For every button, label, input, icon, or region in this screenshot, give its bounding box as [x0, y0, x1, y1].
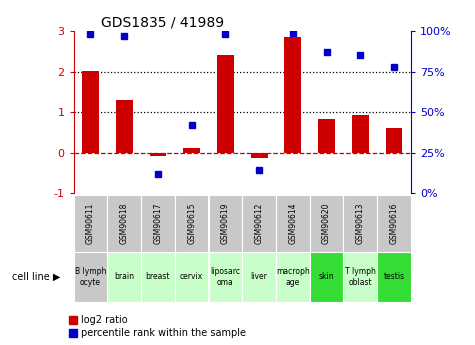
Bar — [175, 195, 209, 252]
Text: GSM90615: GSM90615 — [187, 203, 196, 244]
Bar — [74, 252, 107, 302]
Bar — [386, 128, 402, 152]
Bar — [343, 252, 377, 302]
Bar — [352, 115, 369, 152]
Text: breast: breast — [146, 272, 170, 282]
Text: cell line ▶: cell line ▶ — [12, 272, 60, 282]
Bar — [217, 55, 234, 152]
Bar — [242, 195, 276, 252]
Text: cervix: cervix — [180, 272, 203, 282]
Bar — [285, 37, 301, 152]
Bar — [209, 252, 242, 302]
Bar — [74, 195, 107, 252]
Text: GSM90620: GSM90620 — [322, 203, 331, 244]
Text: skin: skin — [319, 272, 334, 282]
Text: GSM90613: GSM90613 — [356, 203, 365, 244]
Text: testis: testis — [383, 272, 405, 282]
Text: liver: liver — [251, 272, 267, 282]
Legend: log2 ratio, percentile rank within the sample: log2 ratio, percentile rank within the s… — [69, 315, 246, 338]
Bar — [116, 100, 133, 152]
Bar — [276, 252, 310, 302]
Text: macroph
age: macroph age — [276, 267, 310, 287]
Bar — [377, 195, 411, 252]
Bar — [318, 119, 335, 152]
Bar — [251, 152, 267, 158]
Text: GSM90617: GSM90617 — [153, 203, 162, 244]
Text: T lymph
oblast: T lymph oblast — [345, 267, 376, 287]
Bar — [107, 252, 141, 302]
Bar — [150, 152, 166, 156]
Text: GSM90619: GSM90619 — [221, 203, 230, 244]
Bar — [310, 195, 343, 252]
Bar — [276, 195, 310, 252]
Text: GSM90614: GSM90614 — [288, 203, 297, 244]
Bar — [310, 252, 343, 302]
Text: brain: brain — [114, 272, 134, 282]
Text: GSM90616: GSM90616 — [390, 203, 399, 244]
Bar — [183, 148, 200, 152]
Bar — [209, 195, 242, 252]
Text: GSM90611: GSM90611 — [86, 203, 95, 244]
Text: GSM90618: GSM90618 — [120, 203, 129, 244]
Bar — [377, 252, 411, 302]
Text: liposarc
oma: liposarc oma — [210, 267, 240, 287]
Bar — [107, 195, 141, 252]
Bar — [82, 71, 99, 152]
Bar — [141, 252, 175, 302]
Bar — [141, 195, 175, 252]
Bar — [343, 195, 377, 252]
Text: B lymph
ocyte: B lymph ocyte — [75, 267, 106, 287]
Text: GSM90612: GSM90612 — [255, 203, 264, 244]
Text: GDS1835 / 41989: GDS1835 / 41989 — [101, 16, 224, 30]
Bar — [242, 252, 276, 302]
Bar — [175, 252, 209, 302]
